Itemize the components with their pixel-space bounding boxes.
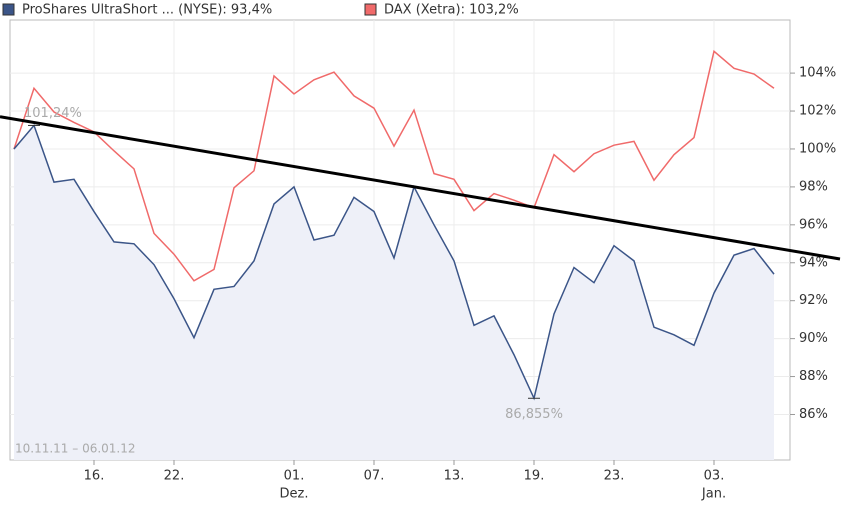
line: [13, 123, 775, 401]
x-sublabel: Jan.: [701, 487, 726, 502]
y-tick-label: 92%: [799, 293, 828, 308]
x-tick-label: 22.: [164, 469, 185, 484]
trendline: [0, 115, 841, 261]
y-tick-label: 86%: [799, 407, 828, 422]
y-tick-label: 98%: [799, 179, 828, 194]
x-tick-label: 01.: [284, 469, 305, 484]
annotation-label: 86,855%: [505, 407, 563, 422]
x-tick-label: 16.: [84, 469, 105, 484]
y-tick-label: 94%: [799, 255, 828, 270]
y-tick-label: 90%: [799, 331, 828, 346]
y-tick-label: 100%: [799, 141, 836, 156]
legend-swatch: [2, 3, 15, 16]
x-tick-label: 03.: [704, 469, 725, 484]
x-sublabel: Dez.: [280, 487, 309, 502]
annotation-label: 101,24%: [24, 106, 82, 121]
y-tick-label: 96%: [799, 217, 828, 232]
x-tick-label: 19.: [524, 469, 545, 484]
y-tick-label: 102%: [799, 104, 836, 119]
legend-swatch: [364, 3, 377, 16]
x-tick-label: 23.: [604, 469, 625, 484]
x-tick-label: 07.: [364, 469, 385, 484]
legend-label: DAX (Xetra): 103,2%: [384, 3, 519, 18]
line: [13, 49, 775, 282]
y-tick-label: 88%: [799, 369, 828, 384]
x-tick-label: 13.: [444, 469, 465, 484]
legend-label: ProShares UltraShort ... (NYSE): 93,4%: [22, 3, 272, 18]
area: [14, 125, 774, 460]
y-tick-label: 104%: [799, 66, 836, 81]
date-range: 10.11.11 – 06.01.12: [15, 442, 136, 456]
